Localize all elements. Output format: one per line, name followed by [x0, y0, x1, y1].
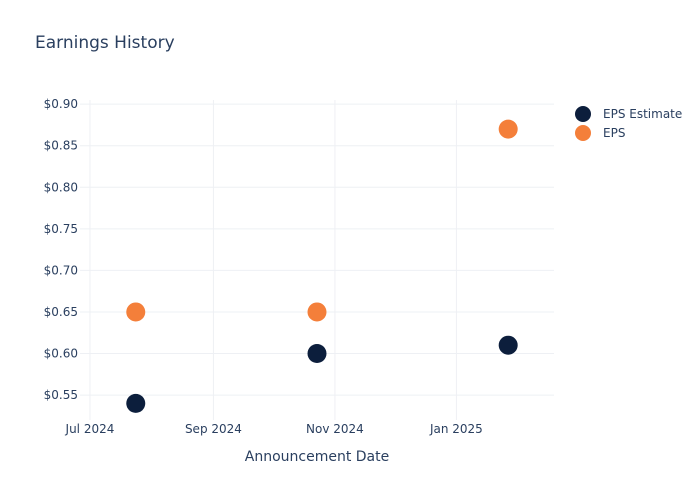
data-point[interactable] [307, 344, 327, 364]
data-point[interactable] [126, 302, 146, 322]
y-tick-label: $0.60 [44, 347, 78, 361]
x-tick-label: Sep 2024 [185, 422, 242, 436]
y-tick-label: $0.65 [44, 305, 78, 319]
x-tick-label: Jul 2024 [65, 422, 115, 436]
legend-swatch [575, 105, 591, 122]
legend-label: EPS [603, 125, 626, 140]
legend-swatch [575, 124, 591, 141]
series-eps-estimate [126, 335, 518, 413]
x-tick-label: Jan 2025 [429, 422, 483, 436]
legend-item[interactable]: EPS Estimate [574, 104, 682, 123]
x-axis-title: Announcement Date [245, 449, 389, 465]
x-axis-ticks: Jul 2024 Sep 2024 Nov 2024 Jan 2025 [65, 422, 483, 436]
y-tick-label: $0.75 [44, 222, 78, 236]
x-tick-label: Nov 2024 [306, 422, 364, 436]
y-tick-label: $0.80 [44, 180, 78, 194]
grid-lines [80, 100, 554, 420]
y-tick-label: $0.90 [44, 97, 78, 111]
legend-item[interactable]: EPS [574, 123, 682, 142]
data-point[interactable] [498, 119, 518, 139]
data-point[interactable] [498, 335, 518, 355]
y-tick-label: $0.55 [44, 388, 78, 402]
y-tick-label: $0.85 [44, 139, 78, 153]
y-tick-label: $0.70 [44, 263, 78, 277]
legend[interactable]: EPS Estimate EPS [574, 104, 682, 142]
legend-label: EPS Estimate [603, 106, 683, 121]
data-points [126, 119, 518, 413]
data-point[interactable] [307, 302, 327, 322]
data-point[interactable] [126, 393, 146, 413]
chart-title: Earnings History [35, 33, 175, 53]
series-eps [126, 119, 518, 322]
y-axis-ticks: $0.55 $0.60 $0.65 $0.70 $0.75 $0.80 $0.85 $0.90 [44, 97, 78, 402]
